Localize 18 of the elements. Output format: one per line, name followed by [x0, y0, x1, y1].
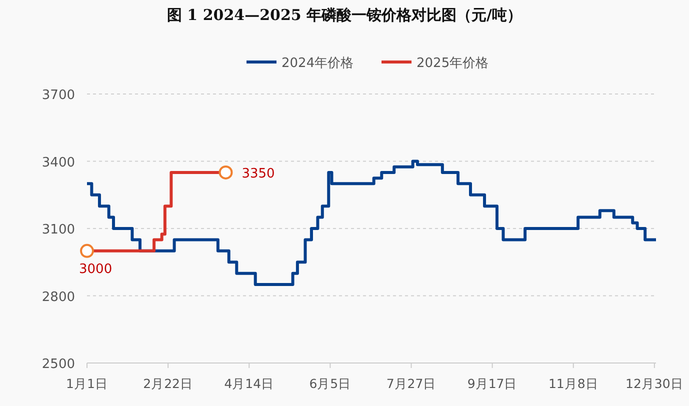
x-tick-label: 6月5日 — [309, 376, 352, 391]
x-tick-label: 4月14日 — [224, 376, 274, 391]
legend-label: 2025年价格 — [416, 56, 489, 71]
x-tick-label: 12月30日 — [626, 376, 684, 391]
y-tick-label: 3100 — [42, 222, 75, 238]
y-tick-label: 3700 — [42, 88, 75, 103]
x-tick-label: 7月27日 — [386, 376, 436, 391]
y-tick-label: 2800 — [42, 290, 75, 305]
legend-label: 2024年价格 — [282, 56, 354, 71]
data-label: 3350 — [242, 166, 275, 182]
x-tick-label: 2月22日 — [143, 376, 193, 391]
x-tick-label: 9月17日 — [467, 376, 518, 391]
chart-title: 图 1 2024—2025 年磷酸一铵价格对比图（元/吨） — [166, 6, 522, 24]
x-tick-label: 1月1日 — [66, 376, 108, 391]
y-tick-label: 3400 — [42, 155, 75, 170]
x-tick-label: 11月8日 — [548, 376, 598, 391]
data-label: 3000 — [79, 262, 112, 277]
y-tick-label: 2500 — [42, 357, 75, 372]
